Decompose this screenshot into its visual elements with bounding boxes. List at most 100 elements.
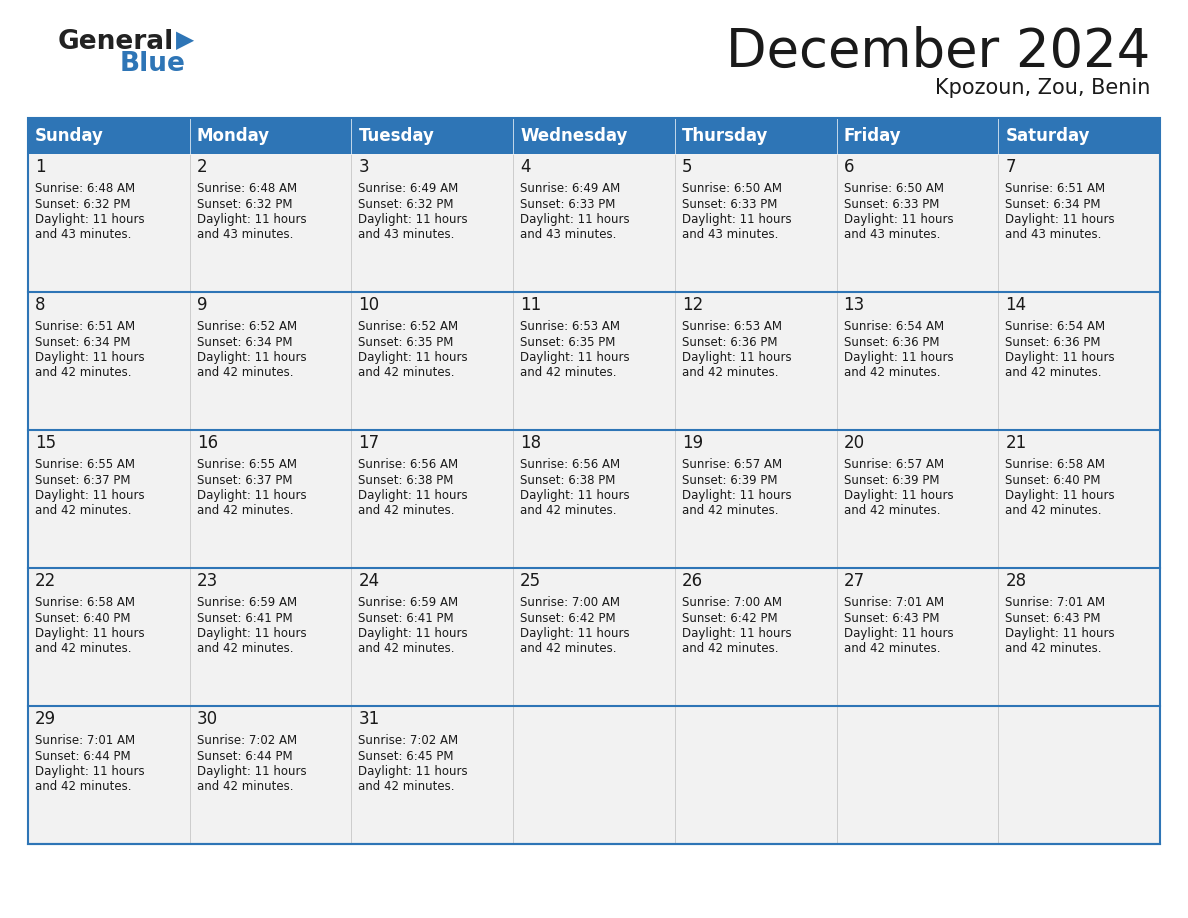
Text: Daylight: 11 hours: Daylight: 11 hours xyxy=(197,489,307,502)
Text: Sunrise: 6:55 AM: Sunrise: 6:55 AM xyxy=(197,458,297,471)
Text: Daylight: 11 hours: Daylight: 11 hours xyxy=(197,213,307,226)
Text: and 42 minutes.: and 42 minutes. xyxy=(197,505,293,518)
Text: 20: 20 xyxy=(843,434,865,452)
Text: Daylight: 11 hours: Daylight: 11 hours xyxy=(34,765,145,778)
Text: Sunrise: 7:00 AM: Sunrise: 7:00 AM xyxy=(682,596,782,609)
Text: Monday: Monday xyxy=(197,127,270,145)
Text: 2: 2 xyxy=(197,158,208,176)
Text: and 42 minutes.: and 42 minutes. xyxy=(520,643,617,655)
Text: 12: 12 xyxy=(682,296,703,314)
Text: Sunrise: 6:53 AM: Sunrise: 6:53 AM xyxy=(520,320,620,333)
Text: 4: 4 xyxy=(520,158,531,176)
Text: Wednesday: Wednesday xyxy=(520,127,627,145)
Text: 24: 24 xyxy=(359,572,379,590)
Text: and 42 minutes.: and 42 minutes. xyxy=(843,505,940,518)
Text: and 42 minutes.: and 42 minutes. xyxy=(1005,643,1101,655)
Text: 8: 8 xyxy=(34,296,45,314)
Text: Sunset: 6:33 PM: Sunset: 6:33 PM xyxy=(682,197,777,210)
Text: Daylight: 11 hours: Daylight: 11 hours xyxy=(682,351,791,364)
Text: and 42 minutes.: and 42 minutes. xyxy=(34,780,132,793)
Text: 5: 5 xyxy=(682,158,693,176)
Text: Sunset: 6:44 PM: Sunset: 6:44 PM xyxy=(197,749,292,763)
Text: and 42 minutes.: and 42 minutes. xyxy=(359,780,455,793)
Text: Sunset: 6:32 PM: Sunset: 6:32 PM xyxy=(197,197,292,210)
Text: Sunrise: 6:54 AM: Sunrise: 6:54 AM xyxy=(1005,320,1105,333)
Text: and 42 minutes.: and 42 minutes. xyxy=(34,643,132,655)
Text: 10: 10 xyxy=(359,296,379,314)
Text: Sunrise: 6:59 AM: Sunrise: 6:59 AM xyxy=(359,596,459,609)
Text: Sunset: 6:32 PM: Sunset: 6:32 PM xyxy=(359,197,454,210)
Text: Sunset: 6:36 PM: Sunset: 6:36 PM xyxy=(682,335,777,349)
Text: Sunrise: 7:01 AM: Sunrise: 7:01 AM xyxy=(843,596,943,609)
Text: Sunrise: 6:50 AM: Sunrise: 6:50 AM xyxy=(843,182,943,195)
Text: and 42 minutes.: and 42 minutes. xyxy=(34,366,132,379)
Text: and 42 minutes.: and 42 minutes. xyxy=(682,505,778,518)
Text: Sunset: 6:33 PM: Sunset: 6:33 PM xyxy=(520,197,615,210)
Text: 29: 29 xyxy=(34,710,56,728)
Text: 28: 28 xyxy=(1005,572,1026,590)
Text: Saturday: Saturday xyxy=(1005,127,1089,145)
Text: Daylight: 11 hours: Daylight: 11 hours xyxy=(843,627,953,640)
Text: and 43 minutes.: and 43 minutes. xyxy=(197,229,293,241)
Text: Daylight: 11 hours: Daylight: 11 hours xyxy=(843,489,953,502)
Text: Sunset: 6:35 PM: Sunset: 6:35 PM xyxy=(359,335,454,349)
Text: Daylight: 11 hours: Daylight: 11 hours xyxy=(520,351,630,364)
Text: Sunrise: 6:50 AM: Sunrise: 6:50 AM xyxy=(682,182,782,195)
Text: Sunrise: 6:48 AM: Sunrise: 6:48 AM xyxy=(34,182,135,195)
Text: Sunday: Sunday xyxy=(34,127,103,145)
Text: and 43 minutes.: and 43 minutes. xyxy=(359,229,455,241)
Text: Daylight: 11 hours: Daylight: 11 hours xyxy=(520,213,630,226)
Text: 6: 6 xyxy=(843,158,854,176)
Text: and 42 minutes.: and 42 minutes. xyxy=(843,643,940,655)
Text: Daylight: 11 hours: Daylight: 11 hours xyxy=(682,213,791,226)
Text: Sunset: 6:34 PM: Sunset: 6:34 PM xyxy=(34,335,131,349)
Text: and 42 minutes.: and 42 minutes. xyxy=(682,643,778,655)
Text: Sunset: 6:37 PM: Sunset: 6:37 PM xyxy=(34,474,131,487)
Text: Sunrise: 6:55 AM: Sunrise: 6:55 AM xyxy=(34,458,135,471)
Text: Daylight: 11 hours: Daylight: 11 hours xyxy=(843,213,953,226)
Text: Sunrise: 6:57 AM: Sunrise: 6:57 AM xyxy=(843,458,943,471)
Text: 1: 1 xyxy=(34,158,45,176)
Text: and 42 minutes.: and 42 minutes. xyxy=(359,643,455,655)
Text: Sunrise: 6:56 AM: Sunrise: 6:56 AM xyxy=(520,458,620,471)
Text: and 42 minutes.: and 42 minutes. xyxy=(359,505,455,518)
Text: 22: 22 xyxy=(34,572,56,590)
Text: Sunrise: 6:56 AM: Sunrise: 6:56 AM xyxy=(359,458,459,471)
Text: 25: 25 xyxy=(520,572,542,590)
Text: Daylight: 11 hours: Daylight: 11 hours xyxy=(197,765,307,778)
Text: and 43 minutes.: and 43 minutes. xyxy=(520,229,617,241)
Text: Sunrise: 6:52 AM: Sunrise: 6:52 AM xyxy=(359,320,459,333)
Text: Daylight: 11 hours: Daylight: 11 hours xyxy=(682,627,791,640)
Text: and 42 minutes.: and 42 minutes. xyxy=(34,505,132,518)
Text: 18: 18 xyxy=(520,434,542,452)
Text: and 42 minutes.: and 42 minutes. xyxy=(682,366,778,379)
Text: Daylight: 11 hours: Daylight: 11 hours xyxy=(359,627,468,640)
Text: and 42 minutes.: and 42 minutes. xyxy=(843,366,940,379)
Text: Daylight: 11 hours: Daylight: 11 hours xyxy=(359,765,468,778)
Text: 11: 11 xyxy=(520,296,542,314)
Text: Sunrise: 7:02 AM: Sunrise: 7:02 AM xyxy=(197,734,297,747)
Text: Daylight: 11 hours: Daylight: 11 hours xyxy=(34,489,145,502)
Text: Sunset: 6:44 PM: Sunset: 6:44 PM xyxy=(34,749,131,763)
Text: 7: 7 xyxy=(1005,158,1016,176)
Bar xyxy=(29,154,1159,844)
Bar xyxy=(29,118,1159,154)
Text: Sunset: 6:34 PM: Sunset: 6:34 PM xyxy=(197,335,292,349)
Text: Sunrise: 6:58 AM: Sunrise: 6:58 AM xyxy=(1005,458,1105,471)
Text: Sunset: 6:32 PM: Sunset: 6:32 PM xyxy=(34,197,131,210)
Text: 26: 26 xyxy=(682,572,703,590)
Text: Sunset: 6:43 PM: Sunset: 6:43 PM xyxy=(1005,611,1101,624)
Text: Sunrise: 7:01 AM: Sunrise: 7:01 AM xyxy=(1005,596,1105,609)
Text: Daylight: 11 hours: Daylight: 11 hours xyxy=(359,351,468,364)
Text: Sunrise: 7:00 AM: Sunrise: 7:00 AM xyxy=(520,596,620,609)
Text: Sunset: 6:41 PM: Sunset: 6:41 PM xyxy=(197,611,292,624)
Text: Sunset: 6:37 PM: Sunset: 6:37 PM xyxy=(197,474,292,487)
Text: Kpozoun, Zou, Benin: Kpozoun, Zou, Benin xyxy=(935,78,1150,98)
Text: Daylight: 11 hours: Daylight: 11 hours xyxy=(1005,213,1114,226)
Text: Sunrise: 6:57 AM: Sunrise: 6:57 AM xyxy=(682,458,782,471)
Text: Sunset: 6:35 PM: Sunset: 6:35 PM xyxy=(520,335,615,349)
Text: and 43 minutes.: and 43 minutes. xyxy=(682,229,778,241)
Text: and 42 minutes.: and 42 minutes. xyxy=(520,505,617,518)
Text: Sunrise: 6:48 AM: Sunrise: 6:48 AM xyxy=(197,182,297,195)
Text: and 42 minutes.: and 42 minutes. xyxy=(197,780,293,793)
